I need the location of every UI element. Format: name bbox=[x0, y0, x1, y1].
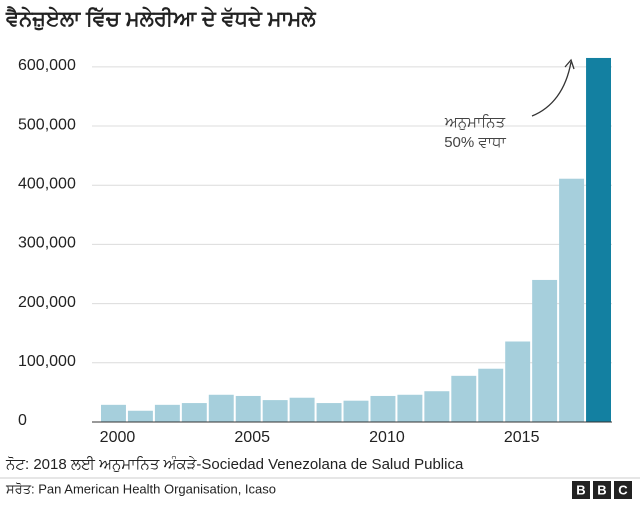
bar bbox=[316, 403, 342, 422]
annotation: 50% ਵਾਧਾ bbox=[444, 134, 506, 151]
annotation: ਅਨੁਮਾਨਿਤ bbox=[444, 114, 506, 131]
bar bbox=[505, 341, 531, 422]
logo-box bbox=[572, 481, 590, 499]
logo-box bbox=[614, 481, 632, 499]
logo-letter: C bbox=[618, 482, 628, 497]
bar bbox=[343, 400, 369, 422]
x-tick-label: 2000 bbox=[100, 429, 136, 446]
bar bbox=[127, 410, 153, 422]
bar bbox=[451, 375, 477, 422]
annotation-arrow bbox=[531, 61, 572, 117]
chart-title: ਵੈਨੇਜ਼ੁਏਲਾ ਵਿੱਚ ਮਲੇਰੀਆ ਦੇ ਵੱਧਦੇ ਮਾਮਲੇ bbox=[5, 6, 316, 31]
bar bbox=[532, 279, 558, 422]
x-tick-label: 2005 bbox=[234, 429, 270, 446]
bar bbox=[370, 395, 396, 422]
note: ਨੋਟ: 2018 ਲਈ ਅਨੁਮਾਨਿਤ ਅੰਕੜੇ-Sociedad Ven… bbox=[5, 455, 464, 473]
bar bbox=[154, 404, 180, 422]
bar bbox=[424, 391, 450, 422]
bar bbox=[559, 178, 585, 422]
y-tick-label: 600,000 bbox=[18, 57, 76, 74]
annotation-arrowhead bbox=[564, 58, 575, 70]
x-tick-label: 2015 bbox=[504, 429, 540, 446]
y-tick-label: 500,000 bbox=[18, 116, 76, 133]
bar bbox=[586, 57, 611, 422]
bar bbox=[208, 394, 234, 422]
bar bbox=[397, 394, 423, 422]
logo-letter: B bbox=[576, 482, 585, 497]
bar bbox=[101, 404, 126, 422]
y-tick-label: 100,000 bbox=[18, 353, 76, 370]
logo: B B C bbox=[572, 481, 632, 499]
bar bbox=[181, 403, 207, 422]
bar bbox=[262, 400, 288, 422]
logo-letter: B bbox=[597, 482, 606, 497]
y-tick-label: 400,000 bbox=[18, 175, 76, 192]
x-tick-label: 2010 bbox=[369, 429, 405, 446]
bar bbox=[235, 395, 261, 422]
bar bbox=[289, 397, 315, 422]
source: ਸਰੋਤ: Pan American Health Organisation, … bbox=[5, 481, 276, 496]
y-tick-label: 300,000 bbox=[18, 235, 76, 252]
logo-box bbox=[593, 481, 611, 499]
bar bbox=[478, 368, 504, 422]
y-tick-label: 0 bbox=[18, 412, 27, 429]
y-tick-label: 200,000 bbox=[18, 294, 76, 311]
